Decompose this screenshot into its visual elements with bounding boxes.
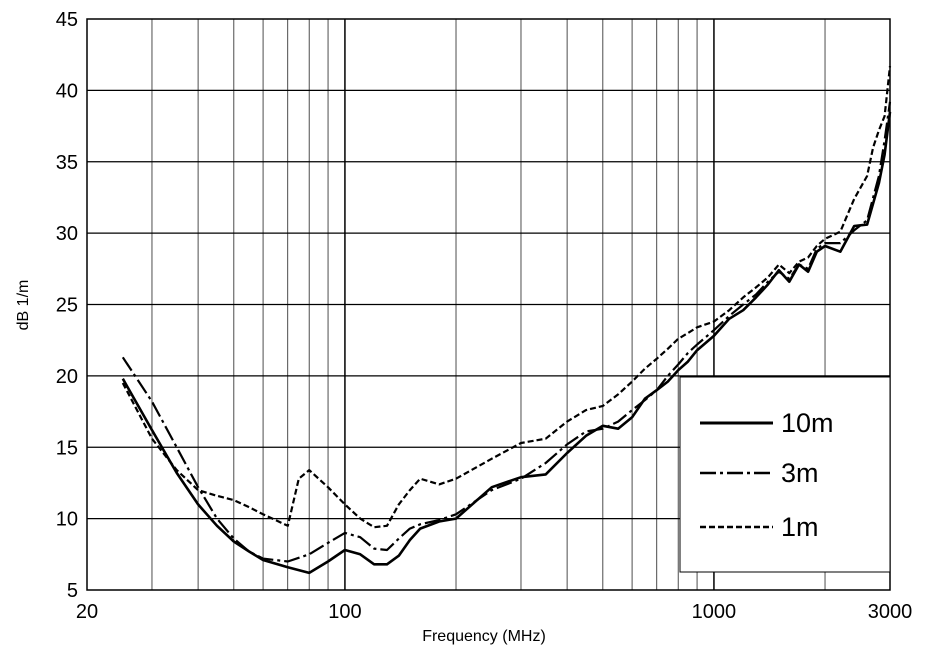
series-line-3m xyxy=(121,101,892,563)
x-tick-label: 100 xyxy=(328,601,361,623)
x-tick-label: 20 xyxy=(76,601,98,623)
legend: 10m 3m 1m xyxy=(679,376,891,573)
legend-label-1m: 1m xyxy=(781,512,819,542)
series-line-10m xyxy=(121,111,892,575)
tick-labels: 20 100 1000 3000 5 10 15 20 25 30 35 40 45 xyxy=(56,9,913,623)
x-tick-label: 1000 xyxy=(692,601,737,623)
y-tick-label: 45 xyxy=(56,9,78,31)
x-axis-title: Frequency (MHz) xyxy=(422,628,546,645)
y-tick-label: 25 xyxy=(56,295,78,317)
y-tick-label: 5 xyxy=(67,580,78,602)
plot-frame xyxy=(86,18,891,591)
x-tick-label: 3000 xyxy=(868,601,913,623)
legend-box xyxy=(679,376,891,573)
y-tick-label: 30 xyxy=(56,223,78,245)
y-axis-title: dB 1/m xyxy=(15,280,32,331)
y-tick-label: 10 xyxy=(56,509,78,531)
legend-label-10m: 10m xyxy=(781,408,834,438)
y-tick-label: 15 xyxy=(56,437,78,459)
y-tick-label: 40 xyxy=(56,80,78,102)
legend-label-3m: 3m xyxy=(781,458,819,488)
y-tick-label: 20 xyxy=(56,366,78,388)
series-line-1m xyxy=(121,65,892,529)
y-tick-label: 35 xyxy=(56,152,78,174)
series-lines xyxy=(121,65,892,575)
